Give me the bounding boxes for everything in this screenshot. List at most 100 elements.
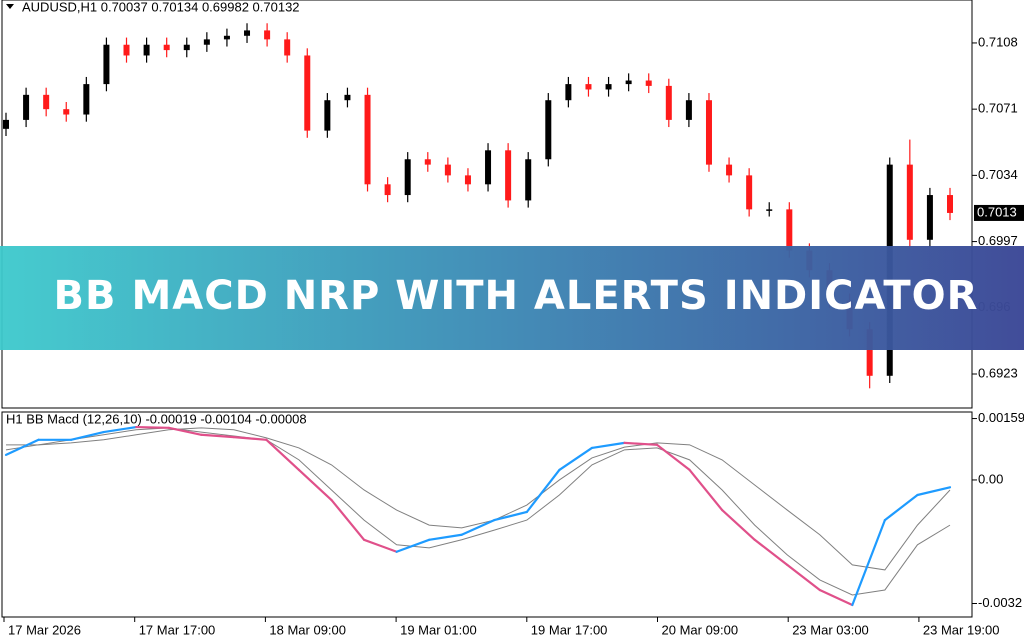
candle-body: [424, 159, 431, 165]
macd-segment: [362, 538, 398, 553]
candle-body: [244, 30, 251, 36]
candle-body: [43, 94, 50, 110]
candle-body: [665, 85, 672, 120]
y-tick-label: 0.00: [978, 471, 1003, 486]
macd-segment: [753, 538, 789, 566]
pane-title: AUDUSD,H1 0.70037 0.70134 0.69982 0.7013…: [22, 0, 300, 14]
macd-segment: [655, 443, 691, 472]
plot: 0.71080.70710.70340.69970.6960.6923AUDUS…: [3, 0, 1024, 637]
macd-segment: [558, 446, 594, 472]
candle-body: [766, 209, 773, 211]
macd-segment: [102, 425, 138, 434]
macd-segment: [428, 533, 463, 541]
y-tick-label: 0.00159: [978, 410, 1024, 425]
candle-body: [464, 175, 471, 185]
candle-body: [304, 55, 311, 131]
macd-segment: [786, 563, 821, 592]
macd-segment: [4, 438, 40, 456]
candle-body: [746, 175, 753, 210]
banner-bg: [0, 246, 1024, 350]
candle-body: [444, 164, 451, 176]
candle-body: [183, 44, 190, 51]
candle-body: [726, 164, 733, 176]
macd-segment: [395, 538, 431, 553]
macd-segment: [851, 518, 886, 607]
x-tick-label: 19 Mar 01:00: [400, 622, 477, 637]
last-price-label: 0.7013: [977, 204, 1017, 219]
macd-segment: [590, 441, 626, 450]
macd-segment: [297, 468, 333, 502]
pane-title: H1 BB Macd (12,26,10) -0.00019 -0.00104 …: [6, 411, 307, 426]
candle-body: [83, 84, 90, 115]
indicator-line: [6, 427, 951, 571]
last-price-box: [974, 204, 1024, 221]
candle-body: [344, 94, 351, 101]
banner-title: BB MACD NRP WITH ALERTS INDICATOR: [54, 273, 979, 319]
candle-body: [705, 100, 712, 165]
indicator-pane: [1, 411, 973, 618]
candle-body: [926, 195, 933, 240]
macd-segment: [916, 486, 952, 497]
x-tick-label: 23 Mar 19:00: [923, 622, 1000, 637]
overlay: BB MACD NRP WITH ALERTS INDICATOR: [0, 246, 1024, 350]
x-tick-label: 19 Mar 17:00: [531, 622, 608, 637]
candle-body: [645, 80, 652, 86]
candle-body: [485, 150, 492, 185]
macd-segment: [688, 468, 724, 512]
candle-body: [364, 94, 371, 185]
x-tick-label: 17 Mar 2026: [8, 622, 81, 637]
candle-body: [786, 209, 793, 251]
y-tick-label: -0.0032: [978, 595, 1022, 610]
candle-body: [685, 100, 692, 120]
candle-body: [605, 84, 612, 90]
candle-body: [545, 100, 552, 160]
x-tick-label: 20 Mar 09:00: [662, 622, 739, 637]
macd-segment: [70, 430, 105, 441]
candle-body: [585, 84, 592, 90]
candle-body: [525, 159, 532, 201]
candle-body: [23, 94, 30, 120]
y-tick-label: 0.7108: [978, 34, 1018, 49]
candle-body: [264, 30, 271, 40]
macd-segment: [525, 468, 561, 514]
x-tick-label: 18 Mar 09:00: [269, 622, 346, 637]
indicator-line: [5, 427, 951, 596]
candle-body: [866, 329, 873, 376]
candle-body: [163, 44, 170, 51]
candle-body: [203, 39, 210, 45]
macd-segment: [460, 518, 496, 536]
candle-body: [3, 119, 9, 129]
macd-segment: [135, 425, 170, 429]
candle-body: [223, 35, 230, 40]
candle-body: [324, 100, 331, 131]
macd-segment: [493, 510, 528, 522]
candle-body: [384, 184, 391, 196]
macd-segment: [721, 508, 756, 541]
candle-body: [625, 80, 632, 85]
x-tick-label: 17 Mar 17:00: [139, 622, 216, 637]
macd-segment: [265, 438, 301, 472]
candle-body: [906, 164, 913, 240]
menu-arrow: [6, 4, 14, 9]
macd-segment: [330, 498, 366, 541]
candle-body: [284, 39, 291, 56]
y-tick-label: 0.6923: [978, 365, 1018, 380]
candle-body: [947, 195, 953, 213]
candle-body: [123, 44, 130, 56]
candle-body: [143, 44, 150, 56]
macd-segment: [232, 435, 268, 441]
x-tick-label: 23 Mar 03:00: [792, 622, 869, 637]
macd-segment: [818, 588, 854, 607]
y-tick-label: 0.7071: [978, 101, 1018, 116]
candle-body: [103, 44, 110, 85]
candle-body: [565, 84, 572, 101]
price-pane: [1, 0, 973, 409]
candle-body: [404, 159, 411, 196]
candle-body: [505, 150, 512, 201]
macd-segment: [200, 433, 235, 439]
macd-segment: [167, 426, 203, 436]
macd-segment: [623, 441, 659, 446]
macd-segment: [883, 493, 919, 522]
candle-body: [63, 109, 70, 115]
